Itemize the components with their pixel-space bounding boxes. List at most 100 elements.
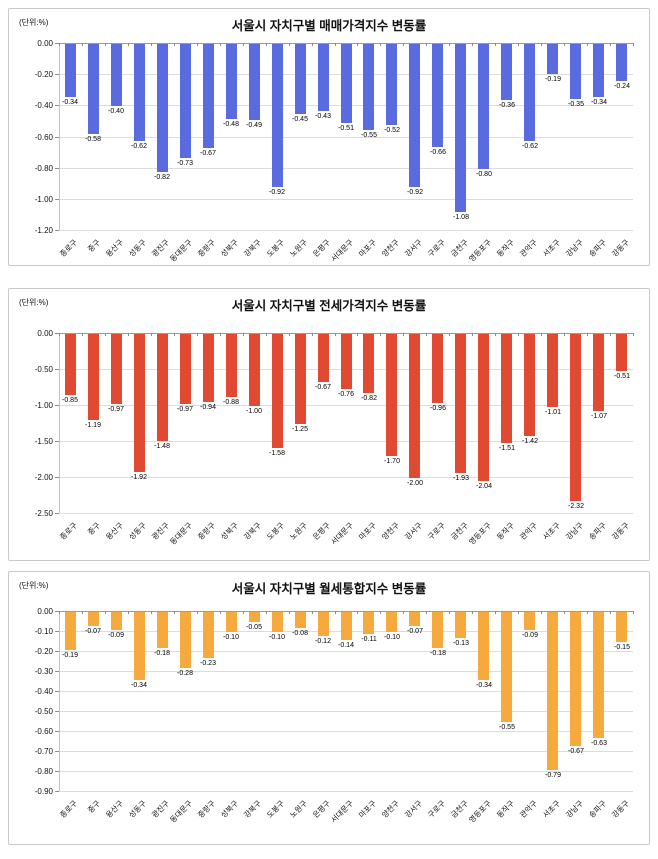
category-tick [174, 611, 175, 614]
bar-value-label: -0.10 [384, 634, 400, 641]
bar [157, 334, 168, 441]
bar-value-label: -0.80 [476, 171, 492, 178]
category-tick [128, 43, 129, 46]
category-tick [633, 333, 634, 336]
bar [295, 612, 306, 628]
bar [249, 44, 260, 120]
unit-label: (단위:%) [19, 18, 49, 27]
bar-value-label: -0.23 [200, 660, 216, 667]
category-tick [128, 333, 129, 336]
bar-value-label: -0.13 [453, 640, 469, 647]
category-tick [82, 333, 83, 336]
bar [88, 44, 99, 134]
bar [111, 612, 122, 630]
bar [593, 44, 604, 97]
category-tick [449, 611, 450, 614]
y-axis-tick [55, 105, 59, 106]
bar-value-label: -0.34 [591, 99, 607, 106]
bar-value-label: -1.19 [85, 422, 101, 429]
bar [65, 334, 76, 395]
category-tick [151, 333, 152, 336]
category-tick [541, 43, 542, 46]
category-tick [197, 333, 198, 336]
category-tick [495, 333, 496, 336]
y-axis-tick-label: -0.60 [34, 133, 53, 142]
bar-value-label: -0.76 [338, 391, 354, 398]
y-axis-tick-label: -0.90 [34, 787, 53, 796]
bar [570, 44, 581, 99]
category-tick [587, 333, 588, 336]
category-tick [610, 333, 611, 336]
category-tick [380, 611, 381, 614]
bar [249, 334, 260, 406]
category-tick [518, 611, 519, 614]
gridline [59, 791, 633, 792]
bar-value-label: -0.45 [292, 116, 308, 123]
category-tick [220, 43, 221, 46]
chart-panel-sale: (단위:%) 서울시 자치구별 매매가격지수 변동률 0.00 -0.20 -0.4… [8, 8, 650, 266]
unit-label: (단위:%) [19, 581, 49, 590]
bar-value-label: -1.08 [453, 214, 469, 221]
bar-value-label: -0.55 [361, 132, 377, 139]
category-tick [174, 43, 175, 46]
y-axis-tick-label: 0.00 [37, 329, 53, 338]
bar [134, 334, 145, 472]
category-tick [335, 43, 336, 46]
bar [88, 334, 99, 420]
category-tick [289, 43, 290, 46]
y-axis-tick-label: -0.10 [34, 627, 53, 636]
category-tick [357, 333, 358, 336]
bar-value-label: -0.10 [223, 634, 239, 641]
bar-value-label: -0.58 [85, 136, 101, 143]
chart-plot: 0.00 -0.10 -0.20 -0.30 -0.40 -0.50 -0.60 -0.70 -… [35, 607, 634, 825]
bar [547, 44, 558, 74]
bar-value-label: -0.67 [200, 150, 216, 157]
bar [501, 334, 512, 443]
y-axis-tick [55, 230, 59, 231]
gridline [59, 137, 633, 138]
bar-value-label: -0.24 [614, 83, 630, 90]
category-tick [564, 611, 565, 614]
y-axis-tick-label: -0.30 [34, 667, 53, 676]
y-axis-tick [55, 43, 59, 44]
bar [547, 612, 558, 770]
y-axis-tick-label: -0.40 [34, 101, 53, 110]
bar-value-label: -0.19 [62, 652, 78, 659]
bar-value-label: -1.07 [591, 413, 607, 420]
bar [432, 334, 443, 403]
category-tick [243, 333, 244, 336]
y-axis-tick [55, 168, 59, 169]
category-tick [220, 333, 221, 336]
bar [134, 44, 145, 141]
bar [65, 44, 76, 97]
bar [226, 612, 237, 632]
y-axis-tick [55, 369, 59, 370]
category-tick [380, 43, 381, 46]
category-tick [403, 333, 404, 336]
bar-value-label: -0.51 [614, 373, 630, 380]
category-tick [610, 43, 611, 46]
unit-label: (단위:%) [19, 298, 49, 307]
bar [180, 44, 191, 158]
category-tick [403, 611, 404, 614]
y-axis-tick-label: 0.00 [37, 39, 53, 48]
category-tick [128, 611, 129, 614]
bar [478, 612, 489, 680]
category-tick [541, 333, 542, 336]
bar-value-label: -0.63 [591, 740, 607, 747]
bar-value-label: -1.93 [453, 475, 469, 482]
category-tick [266, 611, 267, 614]
bar-value-label: -0.12 [315, 638, 331, 645]
chart-plot: 0.00 -0.20 -0.40 -0.60 -0.80 -1.00 -1.20 -0.34 종… [35, 39, 634, 264]
category-tick [633, 611, 634, 614]
y-axis-tick-label: -0.70 [34, 747, 53, 756]
gridline [59, 405, 633, 406]
y-axis-tick-label: -0.60 [34, 727, 53, 736]
gridline [59, 651, 633, 652]
bar-value-label: -0.05 [246, 624, 262, 631]
bar [524, 612, 535, 630]
bar-value-label: -0.35 [568, 101, 584, 108]
category-tick [105, 611, 106, 614]
category-tick [426, 43, 427, 46]
y-axis-tick [55, 671, 59, 672]
